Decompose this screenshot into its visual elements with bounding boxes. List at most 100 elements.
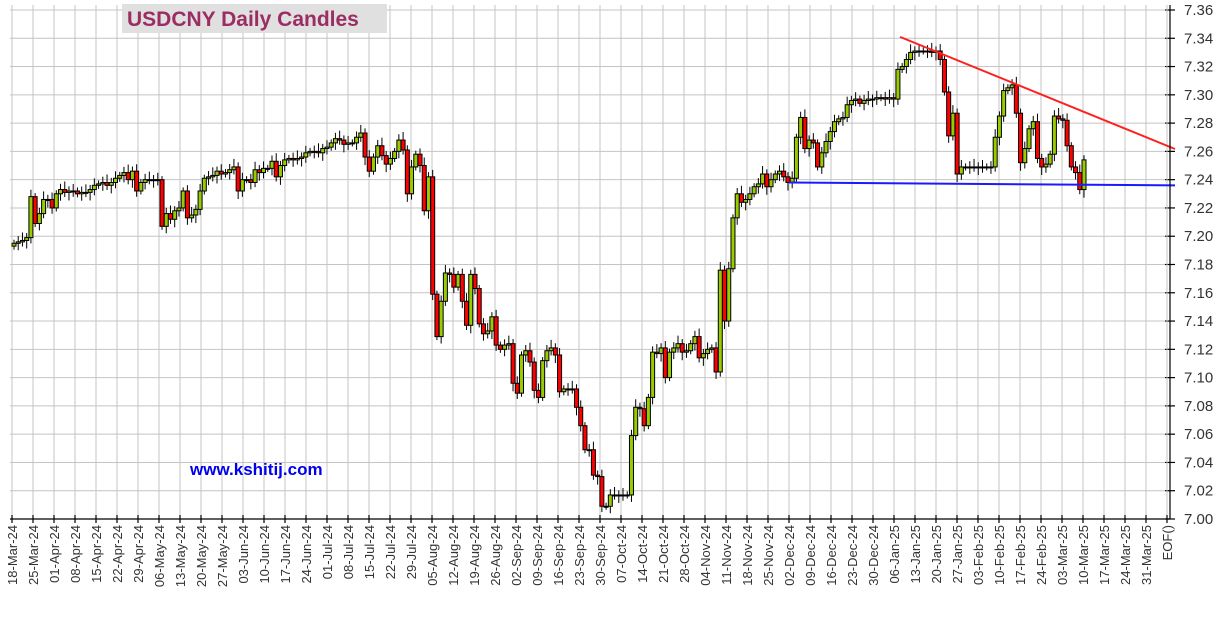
x-tick-label: 31-Mar-25 bbox=[1139, 525, 1154, 585]
grid bbox=[10, 5, 1175, 523]
candle-body bbox=[755, 183, 761, 188]
candle-body bbox=[438, 300, 444, 338]
candle-body bbox=[726, 268, 732, 322]
candle bbox=[269, 155, 275, 176]
candle-body bbox=[552, 347, 558, 356]
x-tick-label: 03-Jun-24 bbox=[236, 525, 251, 584]
x-tick-label: 09-Sep-24 bbox=[530, 525, 545, 586]
candle-body bbox=[362, 132, 368, 158]
x-tick-label: 20-Jan-25 bbox=[929, 525, 944, 584]
candle-body bbox=[345, 142, 351, 145]
x-tick-label: 01-Apr-24 bbox=[47, 525, 62, 583]
candle-body bbox=[447, 272, 453, 275]
candle bbox=[79, 186, 85, 201]
candle-body bbox=[277, 165, 283, 178]
candle bbox=[823, 133, 829, 158]
candle-body bbox=[738, 193, 744, 203]
candle-body bbox=[768, 179, 774, 188]
candle-body bbox=[383, 155, 389, 165]
y-tick-label: 7.28 bbox=[1184, 115, 1213, 132]
candle bbox=[459, 268, 465, 309]
candle-body bbox=[282, 159, 288, 167]
candle bbox=[303, 145, 309, 163]
resistance-trendline bbox=[899, 35, 1176, 150]
candle-body bbox=[244, 179, 250, 182]
candle bbox=[206, 171, 212, 186]
candle bbox=[1068, 142, 1074, 171]
candle bbox=[345, 135, 351, 151]
candle-body bbox=[189, 214, 195, 219]
x-tick-label: 08-Jul-24 bbox=[341, 525, 356, 579]
candle-body bbox=[751, 186, 757, 195]
candle-body bbox=[734, 193, 740, 219]
candle-body bbox=[582, 425, 588, 451]
x-tick-label: 18-Nov-24 bbox=[740, 525, 755, 586]
candle bbox=[569, 380, 575, 394]
candle-body bbox=[992, 136, 998, 168]
x-tick-label: 25-Mar-24 bbox=[26, 525, 41, 585]
candle-body bbox=[548, 347, 554, 352]
x-tick-label: 20-May-24 bbox=[194, 525, 209, 587]
candle-body bbox=[569, 388, 575, 391]
candle-body bbox=[155, 179, 161, 182]
x-tick-label: 23-Sep-24 bbox=[572, 525, 587, 586]
x-tick-label: 15-Apr-24 bbox=[89, 525, 104, 583]
candle-body bbox=[633, 406, 639, 437]
candle bbox=[15, 236, 21, 251]
candle bbox=[552, 343, 558, 364]
x-tick-label: 01-Jul-24 bbox=[320, 525, 335, 579]
candle bbox=[256, 165, 262, 181]
candle-body bbox=[984, 166, 990, 169]
candle bbox=[176, 201, 182, 217]
candle bbox=[506, 335, 512, 350]
candle bbox=[290, 152, 296, 167]
candle bbox=[565, 383, 571, 396]
candle bbox=[700, 348, 706, 366]
candle-body bbox=[700, 353, 706, 359]
candle-body bbox=[294, 157, 300, 161]
x-tick-label: 22-Apr-24 bbox=[110, 525, 125, 583]
candle-body bbox=[248, 179, 254, 183]
candle bbox=[772, 170, 778, 184]
candle bbox=[117, 171, 123, 182]
candle-body bbox=[125, 172, 131, 181]
candle-body bbox=[836, 118, 842, 123]
x-tick-label: 24-Jun-24 bbox=[299, 525, 314, 584]
candle-body bbox=[595, 474, 601, 478]
candle bbox=[650, 346, 656, 405]
candle bbox=[172, 206, 178, 228]
candle-body bbox=[134, 170, 140, 192]
candle bbox=[624, 491, 630, 499]
candle bbox=[967, 161, 973, 174]
candle-body bbox=[256, 169, 262, 174]
candle-body bbox=[172, 210, 178, 220]
chart-title-text: USDCNY Daily Candles bbox=[127, 8, 359, 31]
candle bbox=[527, 342, 533, 367]
candle bbox=[438, 295, 444, 344]
candle bbox=[413, 150, 419, 171]
candle-body bbox=[79, 191, 85, 195]
candle bbox=[679, 339, 685, 361]
y-tick-label: 7.22 bbox=[1184, 200, 1213, 217]
candle-body bbox=[146, 179, 152, 182]
candle-body bbox=[730, 217, 736, 270]
candle bbox=[201, 174, 207, 195]
candle-body bbox=[307, 150, 313, 154]
candle-body bbox=[650, 351, 656, 398]
candle-body bbox=[193, 208, 199, 216]
candle bbox=[370, 153, 376, 175]
candle-body bbox=[379, 145, 385, 157]
candle bbox=[738, 185, 744, 207]
candle-body bbox=[798, 116, 804, 138]
candle-body bbox=[806, 139, 812, 150]
candle-body bbox=[201, 177, 207, 192]
x-tick-label: 27-Jan-25 bbox=[950, 525, 965, 584]
candle-body bbox=[895, 68, 901, 100]
candle-body bbox=[764, 173, 770, 188]
candle bbox=[476, 285, 482, 328]
y-tick-label: 7.26 bbox=[1184, 143, 1213, 160]
candle-body bbox=[510, 343, 516, 384]
candle-body bbox=[810, 139, 816, 144]
candle-body bbox=[214, 170, 220, 176]
